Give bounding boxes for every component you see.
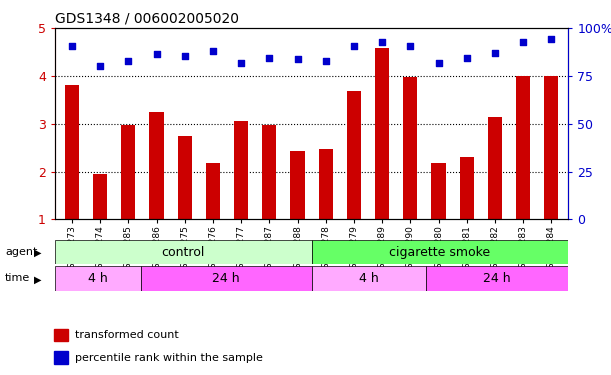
Bar (347, 91, 361, 219)
Bar (93, 174, 107, 219)
Text: ▶: ▶ (34, 274, 41, 284)
Text: cigarette smoke: cigarette smoke (389, 246, 491, 259)
Bar (234, 122, 248, 219)
Bar (375, 48, 389, 219)
Text: 24 h: 24 h (212, 272, 240, 285)
Text: transformed count: transformed count (75, 330, 178, 340)
Text: 4 h: 4 h (88, 272, 108, 285)
Bar (65, 84, 79, 219)
Text: 4 h: 4 h (359, 272, 378, 285)
Bar (488, 117, 502, 219)
Point (518, 39, 528, 45)
Bar (290, 152, 304, 219)
Point (490, 50, 500, 56)
FancyBboxPatch shape (312, 240, 568, 264)
FancyBboxPatch shape (55, 240, 312, 264)
Point (462, 55, 472, 61)
Point (123, 58, 133, 64)
Point (321, 58, 331, 64)
Point (152, 51, 161, 57)
Point (236, 60, 246, 66)
Text: control: control (162, 246, 205, 259)
Point (208, 48, 218, 54)
Text: ▶: ▶ (34, 248, 41, 258)
Point (293, 56, 302, 62)
Text: GDS1348 / 006002005020: GDS1348 / 006002005020 (55, 12, 239, 26)
Bar (206, 163, 220, 219)
Bar (431, 163, 445, 219)
Bar (54, 329, 68, 341)
Bar (459, 157, 474, 219)
Point (180, 53, 189, 59)
Point (434, 60, 444, 66)
Point (406, 43, 415, 49)
Bar (54, 351, 68, 364)
Point (349, 43, 359, 49)
Point (377, 39, 387, 45)
Text: agent: agent (5, 247, 37, 257)
Point (546, 36, 556, 42)
Bar (403, 77, 417, 219)
Bar (544, 76, 558, 219)
FancyBboxPatch shape (312, 266, 426, 291)
FancyBboxPatch shape (426, 266, 568, 291)
Point (95, 63, 105, 69)
FancyBboxPatch shape (55, 266, 141, 291)
Text: percentile rank within the sample: percentile rank within the sample (75, 352, 263, 363)
Bar (150, 112, 164, 219)
Bar (121, 125, 136, 219)
Point (67, 43, 77, 49)
FancyBboxPatch shape (141, 266, 312, 291)
Bar (262, 125, 276, 219)
Text: time: time (5, 273, 30, 283)
Bar (319, 148, 333, 219)
Bar (516, 76, 530, 219)
Point (265, 55, 274, 61)
Text: 24 h: 24 h (483, 272, 511, 285)
Bar (178, 136, 192, 219)
